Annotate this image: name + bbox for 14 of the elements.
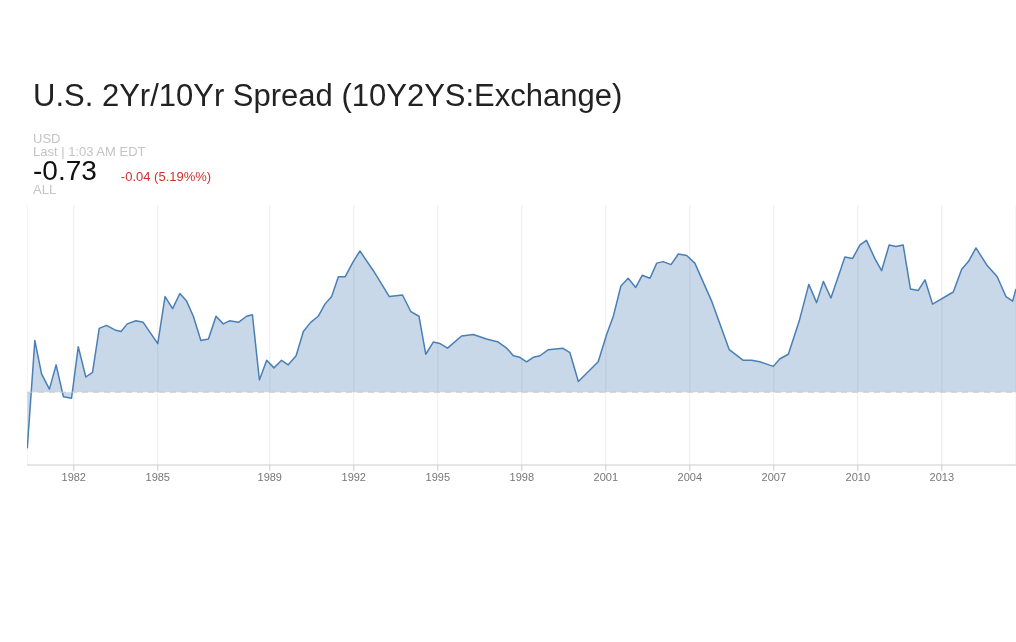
chart-title: U.S. 2Yr/10Yr Spread (10Y2YS:Exchange) xyxy=(33,78,623,114)
x-tick-label: 1982 xyxy=(61,470,86,483)
x-tick-label: 2004 xyxy=(677,470,703,483)
x-tick-label: 2007 xyxy=(761,470,787,483)
x-tick-label: 1989 xyxy=(257,470,283,483)
x-tick-label: 1995 xyxy=(425,470,451,483)
x-tick-label: 2013 xyxy=(929,470,955,483)
x-tick-label: 2010 xyxy=(845,470,871,483)
text: -0.04 (5.19%%) xyxy=(120,169,212,184)
x-tick-label: 1998 xyxy=(509,470,535,483)
x-tick-label: 1992 xyxy=(341,470,367,483)
x-tick-label: 1985 xyxy=(145,470,171,483)
x-tick-label: 2001 xyxy=(593,470,619,483)
text: USD xyxy=(33,131,62,146)
